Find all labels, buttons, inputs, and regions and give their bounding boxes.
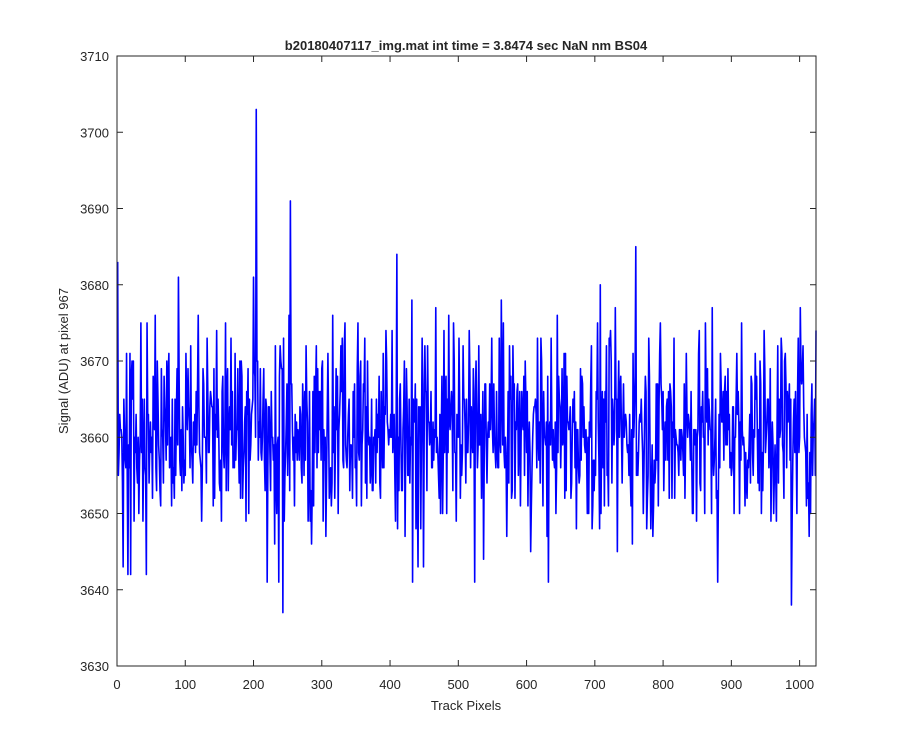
y-tick-label: 3710 [80,49,109,64]
y-tick-label: 3640 [80,583,109,598]
chart-title: b20180407117_img.mat int time = 3.8474 s… [285,38,648,53]
x-tick-label: 500 [447,677,469,692]
x-tick-label: 200 [243,677,265,692]
x-tick-label: 300 [311,677,333,692]
y-tick-label: 3670 [80,354,109,369]
x-tick-label: 600 [516,677,538,692]
y-tick-label: 3630 [80,659,109,674]
x-tick-label: 800 [652,677,674,692]
y-axis: 3630 3640 3650 3660 3670 3680 3690 3700 3710 [80,49,816,674]
x-tick-label: 400 [379,677,401,692]
x-tick-label: 900 [721,677,743,692]
y-tick-label: 3650 [80,507,109,522]
plot-area-frame [116,55,817,667]
x-tick-label: 0 [113,677,120,692]
x-axis: 0 100 200 300 400 500 600 700 800 900 1000 [113,56,814,692]
y-tick-label: 3680 [80,278,109,293]
y-tick-label: 3660 [80,430,109,445]
x-axis-label: Track Pixels [431,698,502,713]
x-tick-label: 100 [174,677,196,692]
y-axis-label: Signal (ADU) at pixel 967 [56,288,71,434]
y-tick-label: 3700 [80,125,109,140]
x-tick-label: 1000 [785,677,814,692]
y-tick-label: 3690 [80,202,109,217]
x-tick-label: 700 [584,677,606,692]
series-line [116,108,817,614]
